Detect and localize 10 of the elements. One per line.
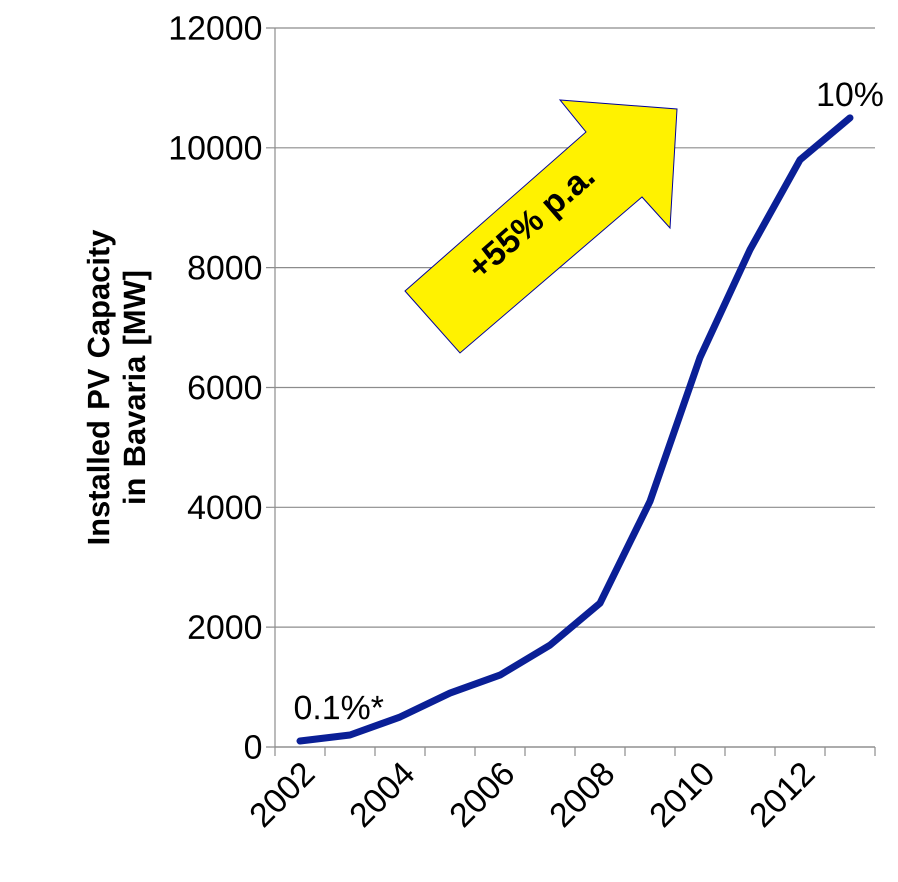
y-tick-label: 6000 [188,375,262,400]
y-tick-label: 2000 [188,615,262,640]
y-axis-title: Installed PV Capacity in Bavaria [MW] [86,230,152,544]
y-tick-label: 8000 [188,256,262,280]
y-tick-label: 10000 [170,136,262,160]
annotation: 10% [818,82,883,106]
y-tick-label: 4000 [188,495,262,520]
annotation: 0.1%* [294,695,384,720]
y-tick-label: 0 [244,734,262,759]
y-tick-label: 12000 [170,16,262,40]
